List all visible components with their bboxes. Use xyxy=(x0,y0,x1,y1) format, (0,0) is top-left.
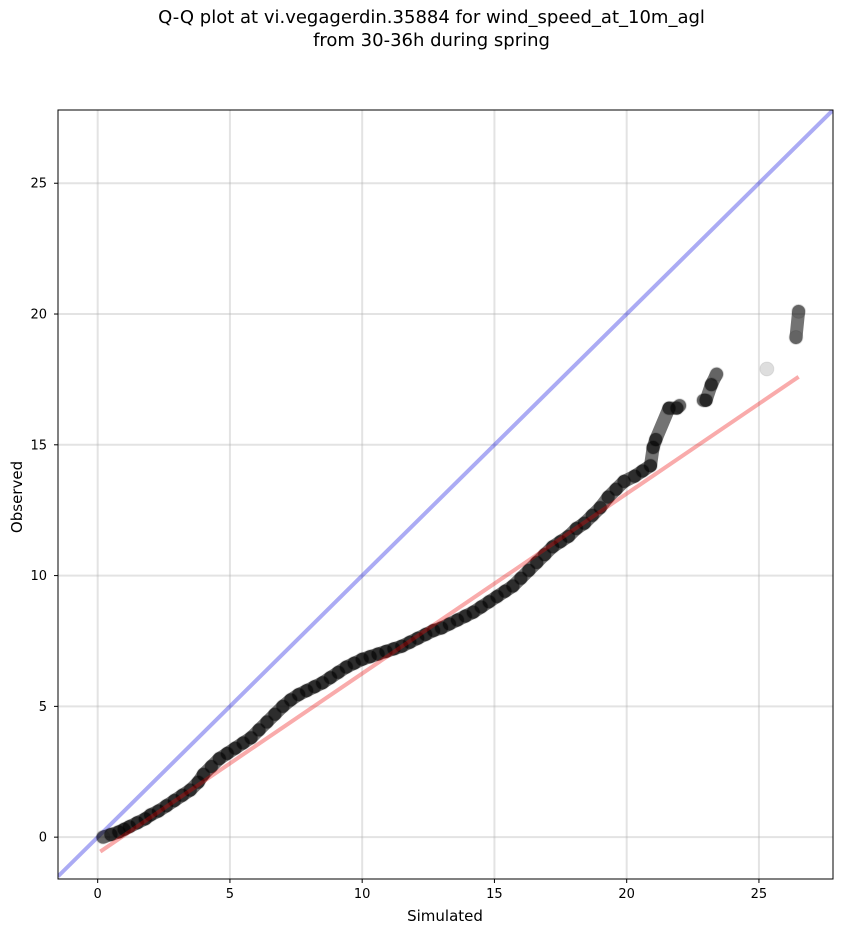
x-tick-label: 10 xyxy=(354,887,371,902)
grid xyxy=(58,110,833,879)
axis-ticks: 0 5 10 15 20 25 0 5 10 15 20 25 xyxy=(30,177,767,902)
qq-point-trace xyxy=(789,304,806,345)
y-tick-label: 20 xyxy=(30,308,47,323)
plot-area xyxy=(58,110,833,879)
chart-title-block: Q-Q plot at vi.vegagerdin.35884 for wind… xyxy=(0,6,843,52)
identity-line xyxy=(58,110,833,878)
qq-point-trace xyxy=(704,367,724,392)
y-axis-label: Observed xyxy=(8,461,26,533)
x-tick-label: 15 xyxy=(486,887,503,902)
x-tick-label: 20 xyxy=(618,887,635,902)
x-tick-label: 25 xyxy=(751,887,768,902)
chart-subtitle: from 30-36h during spring xyxy=(313,30,550,51)
x-axis-label: Simulated xyxy=(407,907,483,925)
fit-line xyxy=(99,375,800,854)
plot-frame xyxy=(57,109,834,880)
qq-point-trace xyxy=(670,399,687,415)
y-tick-label: 15 xyxy=(30,438,47,453)
y-tick-label: 10 xyxy=(30,569,47,584)
y-tick-label: 5 xyxy=(39,700,47,715)
chart-title: Q-Q plot at vi.vegagerdin.35884 for wind… xyxy=(158,7,705,28)
y-tick-label: 25 xyxy=(30,177,47,192)
y-tick-label: 0 xyxy=(39,831,47,846)
x-tick-label: 0 xyxy=(94,887,102,902)
x-tick-label: 5 xyxy=(226,887,234,902)
qq-point xyxy=(759,361,775,377)
reference-lines xyxy=(58,110,833,878)
data-points xyxy=(95,303,807,854)
